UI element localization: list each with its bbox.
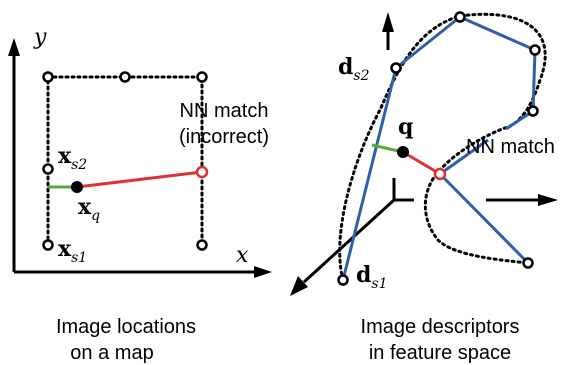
right-panel-feature-space: ds2 ds1 q NN match Image descriptors in … [290, 11, 558, 364]
xs2-label: xs2 [58, 143, 87, 173]
descriptor-branch-lower [438, 172, 530, 265]
descriptor-branch-upper [439, 138, 489, 176]
descriptor-node-right-lower [527, 105, 539, 117]
map-node-xs2 [42, 163, 54, 175]
x-axis-label: x [236, 243, 249, 268]
y-axis-arrowhead [8, 38, 20, 56]
descriptor-query-point [397, 146, 409, 158]
y-axis-label: y [33, 25, 47, 50]
map-node-bottom-right [196, 239, 208, 251]
q-label: q [398, 114, 413, 140]
nn-match-incorrect-label-line1: NN match [180, 100, 269, 122]
ds2-label: ds2 [338, 54, 370, 84]
map-node-top-left [42, 71, 54, 83]
right-caption-line1: Image descriptors [361, 316, 520, 338]
descriptor-node-right-upper [529, 44, 541, 56]
nn-match-incorrect-label-line2: (incorrect) [179, 126, 269, 148]
descriptor-node-ds1 [337, 274, 349, 286]
feature-trajectory-dotted [338, 12, 547, 282]
map-node-nn-incorrect [195, 165, 209, 179]
xq-label: xq [78, 194, 100, 224]
feature-axis-diagonal [302, 198, 396, 284]
left-caption-line2: on a map [70, 342, 153, 364]
left-panel-map: y x xs2 xq xs1 NN match (incorrect) Imag… [8, 25, 272, 364]
right-caption-line2: in feature space [369, 342, 511, 364]
left-caption-line1: Image locations [56, 316, 196, 338]
map-node-top-mid [119, 71, 131, 83]
feature-axis-diagonal-arrowhead [290, 276, 308, 296]
feature-axis-right-arrowhead [538, 194, 558, 206]
incorrect-match-link [76, 170, 203, 189]
descriptor-node-ds2 [390, 62, 402, 74]
map-node-xs1 [42, 239, 54, 251]
descriptor-node-bottom-right [522, 257, 534, 269]
nn-match-label: NN match [466, 136, 555, 158]
xs1-label: xs1 [58, 236, 87, 266]
x-axis-arrowhead [254, 266, 272, 278]
feature-axis-up-arrowhead [382, 12, 394, 32]
descriptor-node-top [454, 11, 466, 23]
ds1-label: ds1 [356, 262, 387, 292]
map-query-point [71, 181, 83, 193]
map-node-top-right [196, 71, 208, 83]
feature-incorrect-link [402, 150, 441, 176]
descriptor-node-nn [433, 167, 447, 181]
